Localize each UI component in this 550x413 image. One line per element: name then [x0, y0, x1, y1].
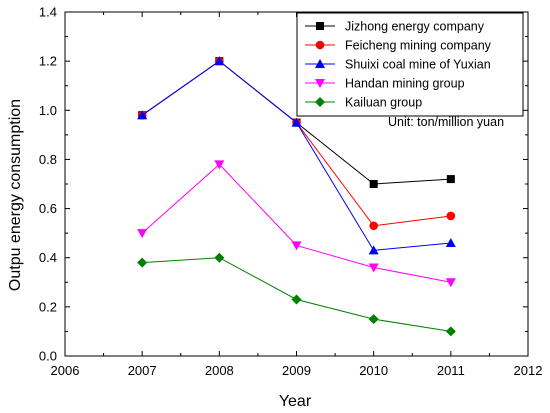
legend-marker: [315, 59, 325, 68]
data-point: [137, 110, 148, 120]
series-kailuan-group: [137, 252, 456, 337]
y-tick-label: 0.2: [39, 299, 57, 314]
series-layer: [137, 56, 456, 337]
data-point: [368, 245, 379, 255]
x-tick-label: 2007: [128, 363, 157, 378]
y-tick-label: 1.4: [39, 5, 57, 20]
data-point: [214, 160, 225, 170]
data-point: [214, 56, 225, 66]
data-point: [369, 180, 378, 188]
series-shuixi-coal-mine-of-yuxian: [137, 56, 456, 255]
y-tick-label: 0.4: [39, 250, 57, 265]
y-tick-label: 0.6: [39, 201, 57, 216]
legend-label: Jizhong energy company: [345, 20, 485, 34]
data-point: [291, 294, 302, 305]
x-tick-label: 2006: [51, 363, 80, 378]
data-point: [369, 221, 378, 231]
y-tick-label: 0.0: [39, 349, 57, 364]
y-axis-title: Outpu energy consumption: [7, 99, 24, 291]
data-point: [368, 314, 379, 325]
legend-label: Feicheng mining company: [345, 39, 492, 53]
legend-label: Shuixi coal mine of Yuxian: [345, 58, 491, 72]
legend: Jizhong energy company Feicheng mining co…: [296, 12, 524, 117]
data-point: [214, 252, 225, 263]
legend-label: Kailuan group: [345, 96, 422, 110]
data-point: [291, 117, 302, 127]
data-point: [445, 326, 456, 337]
legend-marker: [315, 97, 325, 107]
y-tick-label: 1.0: [39, 103, 57, 118]
x-axis-title: Year: [279, 393, 312, 410]
data-point: [137, 229, 148, 239]
legend-marker: [315, 79, 325, 88]
x-tick-label: 2012: [514, 363, 543, 378]
data-point: [368, 263, 379, 273]
y-tick-label: 1.2: [39, 54, 57, 69]
data-point: [446, 211, 456, 221]
legend-marker: [316, 22, 324, 30]
unit-annotation: Unit: ton/million yuan: [388, 115, 504, 129]
x-tick-label: 2010: [359, 363, 388, 378]
x-tick-label: 2008: [205, 363, 234, 378]
data-point: [445, 278, 456, 288]
data-point: [445, 237, 456, 247]
y-axis: 0.0 0.2 0.4 0.6 0.8 1.0 1.2 1.4: [39, 5, 528, 364]
data-point: [137, 257, 148, 268]
x-tick-label: 2011: [437, 363, 465, 378]
y-tick-label: 0.8: [39, 152, 57, 167]
x-axis: 2006 2007 2008 2009 2010 2011 2012: [51, 12, 543, 378]
legend-marker: [315, 40, 325, 50]
data-point: [291, 241, 302, 251]
data-point: [446, 175, 455, 184]
x-tick-label: 2009: [282, 363, 311, 378]
series-handan-mining-group: [137, 160, 456, 288]
legend-label: Handan mining group: [345, 77, 465, 91]
